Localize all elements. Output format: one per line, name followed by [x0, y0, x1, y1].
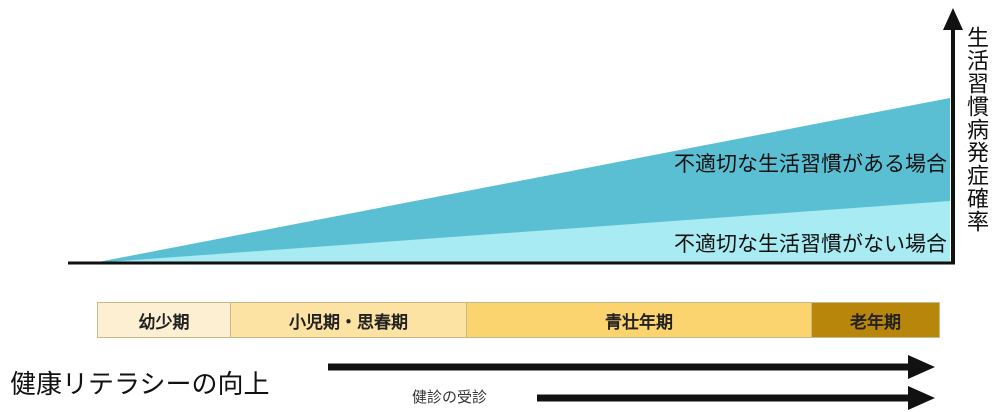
stage-infancy: 幼少期 [98, 303, 231, 337]
health-literacy-arrow [328, 355, 935, 379]
stage-adulthood: 青壮年期 [467, 303, 812, 337]
life-stage-bar: 幼少期 小児期・思春期 青壮年期 老年期 [97, 302, 940, 338]
bad-habits-label: 不適切な生活習慣がある場合 [674, 152, 947, 176]
good-habits-label: 不適切な生活習慣がない場合 [674, 232, 947, 256]
stage-childhood-adolescence: 小児期・思春期 [231, 303, 467, 337]
health-checkup-label: 健診の受診 [412, 388, 488, 406]
y-axis-arrowhead [943, 8, 963, 30]
y-axis-label: 生活習慣病発症確率 [963, 26, 988, 233]
stage-old-age: 老年期 [812, 303, 939, 337]
health-checkup-arrow [537, 386, 935, 410]
health-literacy-label: 健康リテラシーの向上 [10, 370, 270, 400]
good-habits-risk-area [93, 201, 950, 263]
